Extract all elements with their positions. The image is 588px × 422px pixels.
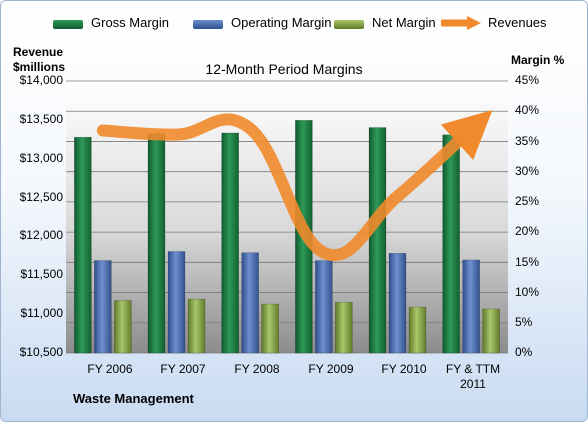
plot-area xyxy=(66,81,508,353)
right-tick-label: 40% xyxy=(515,103,540,117)
bar-operating-margin xyxy=(315,260,333,354)
right-tick-label: 30% xyxy=(515,164,540,178)
left-tick-label: $10,500 xyxy=(19,345,63,359)
revenues-line xyxy=(96,109,493,261)
bar-gross-margin xyxy=(368,127,387,354)
bar-gross-margin xyxy=(442,134,460,354)
left-tick-label: $13,500 xyxy=(19,112,63,126)
right-tick-label: 25% xyxy=(515,194,540,208)
left-tick-label: $12,000 xyxy=(19,228,63,242)
bar-operating-margin xyxy=(94,260,112,354)
legend-gross-margin: Gross Margin xyxy=(91,15,170,30)
right-tick-label: 0% xyxy=(515,345,533,359)
bar-operating-margin xyxy=(241,252,259,354)
bar-gross-margin xyxy=(221,132,239,354)
bar-operating-margin xyxy=(462,259,480,354)
legend-swatch-revenues xyxy=(441,16,481,30)
category-label: FY 2006 xyxy=(87,362,133,376)
bar-net-margin xyxy=(261,303,279,354)
legend-operating-margin: Operating Margin xyxy=(231,15,332,30)
left-tick-label: $12,500 xyxy=(19,190,63,204)
company-name: Waste Management xyxy=(73,391,194,406)
bar-operating-margin xyxy=(167,251,186,354)
right-tick-label: 5% xyxy=(515,315,533,329)
legend-swatch-gross xyxy=(53,20,83,29)
category-label: FY 2007 xyxy=(160,362,206,376)
right-axis-title: Margin % xyxy=(511,53,565,67)
right-tick-label: 45% xyxy=(515,73,540,87)
category-label: FY 2009 xyxy=(308,362,354,376)
legend-swatch-net xyxy=(334,20,364,29)
bar-operating-margin xyxy=(388,252,407,354)
bar-net-margin xyxy=(187,298,206,354)
right-tick-label: 20% xyxy=(515,224,540,238)
bar-gross-margin xyxy=(74,136,92,354)
category-label: FY & TTM 2011 xyxy=(445,362,501,391)
legend-net-margin: Net Margin xyxy=(372,15,436,30)
left-tick-label: $11,000 xyxy=(20,306,64,320)
left-tick-label: $11,500 xyxy=(20,267,64,281)
left-axis-title: Revenue $millions xyxy=(13,45,66,74)
bar-net-margin xyxy=(408,306,427,354)
legend-swatch-operating xyxy=(193,20,223,29)
left-tick-label: $13,000 xyxy=(19,151,63,165)
category-label: FY 2010 xyxy=(381,362,427,376)
bar-net-margin xyxy=(335,301,353,354)
right-tick-label: 35% xyxy=(515,134,540,148)
category-label: FY 2008 xyxy=(234,362,280,376)
left-tick-label: $14,000 xyxy=(19,73,63,87)
right-tick-label: 15% xyxy=(515,255,540,269)
bar-gross-margin xyxy=(147,133,166,354)
legend-revenues: Revenues xyxy=(488,15,547,30)
bar-net-margin xyxy=(482,308,500,354)
chart-title: 12-Month Period Margins xyxy=(205,61,363,77)
bar-net-margin xyxy=(114,300,132,354)
right-tick-label: 10% xyxy=(515,285,540,299)
